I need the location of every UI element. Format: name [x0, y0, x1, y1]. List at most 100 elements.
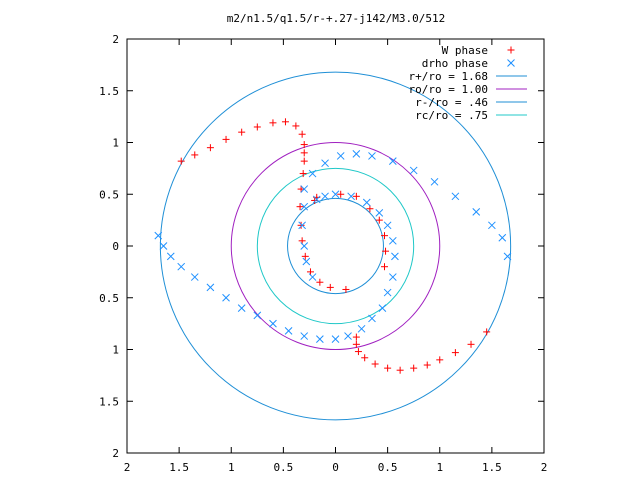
point-0-29 — [380, 263, 388, 271]
point-0-44 — [483, 328, 491, 336]
point-0-8 — [292, 122, 300, 130]
point-1-42 — [503, 252, 512, 261]
circle-2 — [287, 197, 384, 295]
point-0-19 — [306, 268, 314, 276]
point-1-35 — [388, 157, 397, 165]
y-tick-label-2: 1 — [112, 137, 119, 150]
y-axis: 2 1.5 1 0.5 0 0.5 1 1.5 2 — [99, 33, 544, 460]
chart-title: m2/n1.5/q1.5/r-+.27-j142/M3.0/512 — [227, 12, 446, 25]
point-1-47 — [308, 273, 317, 281]
legend-label-0: W phase — [442, 44, 488, 57]
point-0-15 — [296, 203, 304, 211]
x-tick-label-0: 2 — [124, 461, 131, 474]
point-0-12 — [300, 157, 308, 165]
point-1-34 — [368, 152, 376, 160]
circle-3 — [256, 167, 415, 325]
point-0-38 — [396, 366, 404, 374]
x-tick-label-2: 1 — [228, 461, 235, 474]
x-tick-label-1: 1.5 — [169, 461, 189, 474]
point-1-43 — [300, 202, 309, 211]
y-tick-label-3: 0.5 — [99, 188, 119, 201]
point-1-4 — [190, 273, 199, 281]
point-0-1 — [191, 151, 199, 159]
x-tick-label-4: 0 — [332, 461, 339, 474]
point-0-13 — [299, 170, 307, 178]
point-0-5 — [253, 123, 261, 131]
point-1-10 — [284, 327, 293, 335]
y-tick-label-6: 1 — [112, 344, 119, 357]
point-0-36 — [371, 360, 379, 368]
point-1-14 — [344, 332, 352, 340]
point-1-24 — [362, 198, 371, 207]
point-0-0 — [177, 157, 185, 165]
point-1-22 — [383, 221, 392, 230]
point-0-43 — [467, 340, 475, 348]
point-1-21 — [388, 236, 397, 245]
point-1-23 — [375, 209, 384, 217]
point-0-23 — [337, 190, 345, 198]
point-1-27 — [321, 192, 329, 201]
circle-1 — [230, 142, 441, 350]
point-0-33 — [352, 340, 360, 348]
point-0-18 — [301, 252, 309, 260]
point-0-2 — [206, 144, 214, 152]
y-tick-label-7: 1.5 — [99, 395, 119, 408]
point-1-46 — [302, 257, 311, 266]
point-1-15 — [357, 324, 366, 333]
point-1-0 — [154, 231, 163, 240]
point-1-17 — [378, 304, 387, 312]
point-1-36 — [409, 166, 418, 175]
point-0-41 — [436, 356, 444, 364]
point-0-21 — [326, 283, 334, 291]
legend-marker-1 — [507, 59, 515, 67]
x-axis: 2 1.5 1 0.5 0 0.5 1 1.5 2 — [124, 39, 548, 474]
point-1-41 — [498, 233, 507, 242]
point-0-34 — [354, 348, 362, 356]
point-1-8 — [253, 311, 262, 320]
x-tick-label-5: 0.5 — [378, 461, 398, 474]
x-tick-label-8: 2 — [541, 461, 548, 474]
point-0-7 — [281, 118, 289, 126]
point-0-9 — [298, 130, 306, 138]
point-1-7 — [237, 304, 246, 312]
point-0-25 — [366, 205, 374, 213]
point-1-3 — [177, 262, 186, 271]
x-tick-label-6: 1 — [436, 461, 443, 474]
point-1-18 — [383, 288, 392, 297]
point-1-39 — [472, 207, 481, 216]
point-1-9 — [269, 319, 277, 328]
point-0-32 — [352, 333, 360, 341]
series-layer — [154, 118, 512, 374]
point-0-26 — [375, 216, 383, 224]
point-1-37 — [430, 177, 439, 186]
reference-circles — [159, 71, 512, 421]
point-1-31 — [321, 159, 329, 168]
point-1-25 — [347, 192, 355, 201]
x-tick-label-7: 1.5 — [482, 461, 502, 474]
point-0-14 — [297, 185, 305, 193]
point-1-40 — [488, 221, 496, 230]
point-1-45 — [300, 242, 309, 250]
point-0-24 — [352, 192, 360, 200]
y-tick-label-8: 2 — [112, 447, 119, 460]
point-1-19 — [388, 273, 397, 281]
point-0-39 — [410, 364, 418, 372]
point-1-26 — [331, 190, 340, 199]
legend-marker-0 — [507, 46, 515, 54]
point-0-35 — [361, 354, 369, 362]
legend-label-3: ro/ro = 1.00 — [409, 83, 488, 96]
point-0-22 — [342, 285, 350, 293]
point-0-20 — [316, 278, 324, 286]
point-0-6 — [269, 119, 277, 127]
point-1-38 — [451, 192, 460, 201]
y-tick-label-5: 0.5 — [99, 292, 119, 305]
point-0-31 — [311, 196, 319, 204]
point-1-2 — [166, 252, 175, 261]
point-1-30 — [308, 169, 317, 178]
legend-label-4: r-/ro = .46 — [415, 96, 488, 109]
y-tick-label-0: 2 — [112, 33, 119, 46]
circle-0 — [159, 71, 512, 421]
point-1-1 — [159, 242, 168, 250]
